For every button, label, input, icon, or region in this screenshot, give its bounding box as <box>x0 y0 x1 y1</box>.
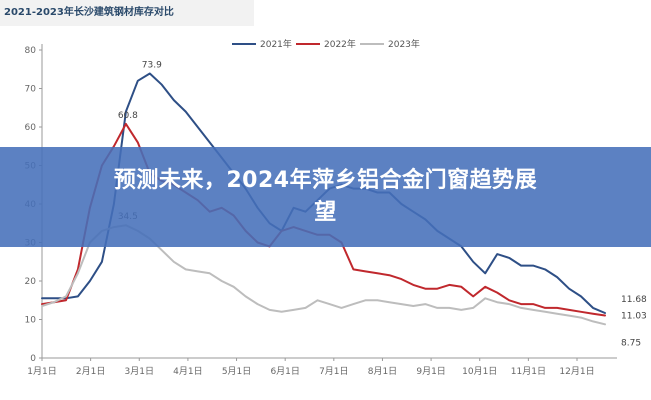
y-tick-label: 80 <box>25 46 37 56</box>
peak-value-label: 73.9 <box>142 60 162 70</box>
x-tick-label: 9月1日 <box>416 366 445 377</box>
legend-label: 2022年 <box>324 38 356 50</box>
peak-value-label: 60.8 <box>118 111 138 121</box>
x-tick-label: 7月1日 <box>319 366 348 377</box>
end-value-label: 8.75 <box>621 338 641 348</box>
end-value-label: 11.03 <box>621 312 647 322</box>
x-tick-label: 2月1日 <box>76 366 105 377</box>
x-tick-label: 4月1日 <box>173 366 202 377</box>
legend-label: 2021年 <box>260 38 292 50</box>
x-tick-label: 10月1日 <box>462 366 497 377</box>
chart-title: 2021-2023年长沙建筑钢材库存对比 <box>0 0 254 26</box>
x-tick-label: 8月1日 <box>368 366 397 377</box>
headline-banner: 预测未来，2024年萍乡铝合金门窗趋势展望 <box>0 147 651 247</box>
x-tick-label: 6月1日 <box>270 366 299 377</box>
headline-text: 预测未来，2024年萍乡铝合金门窗趋势展望 <box>113 168 538 225</box>
y-tick-label: 10 <box>25 316 37 326</box>
x-tick-label: 5月1日 <box>222 366 251 377</box>
y-tick-label: 0 <box>30 354 36 364</box>
x-tick-label: 1月1日 <box>27 366 56 377</box>
x-tick-label: 12月1日 <box>559 366 594 377</box>
y-tick-label: 70 <box>25 85 37 95</box>
y-tick-label: 60 <box>25 123 37 133</box>
x-tick-label: 3月1日 <box>125 366 154 377</box>
y-tick-label: 20 <box>25 277 37 287</box>
end-value-label: 11.68 <box>621 295 647 305</box>
x-tick-label: 11月1日 <box>511 366 546 377</box>
legend-label: 2023年 <box>388 38 420 50</box>
